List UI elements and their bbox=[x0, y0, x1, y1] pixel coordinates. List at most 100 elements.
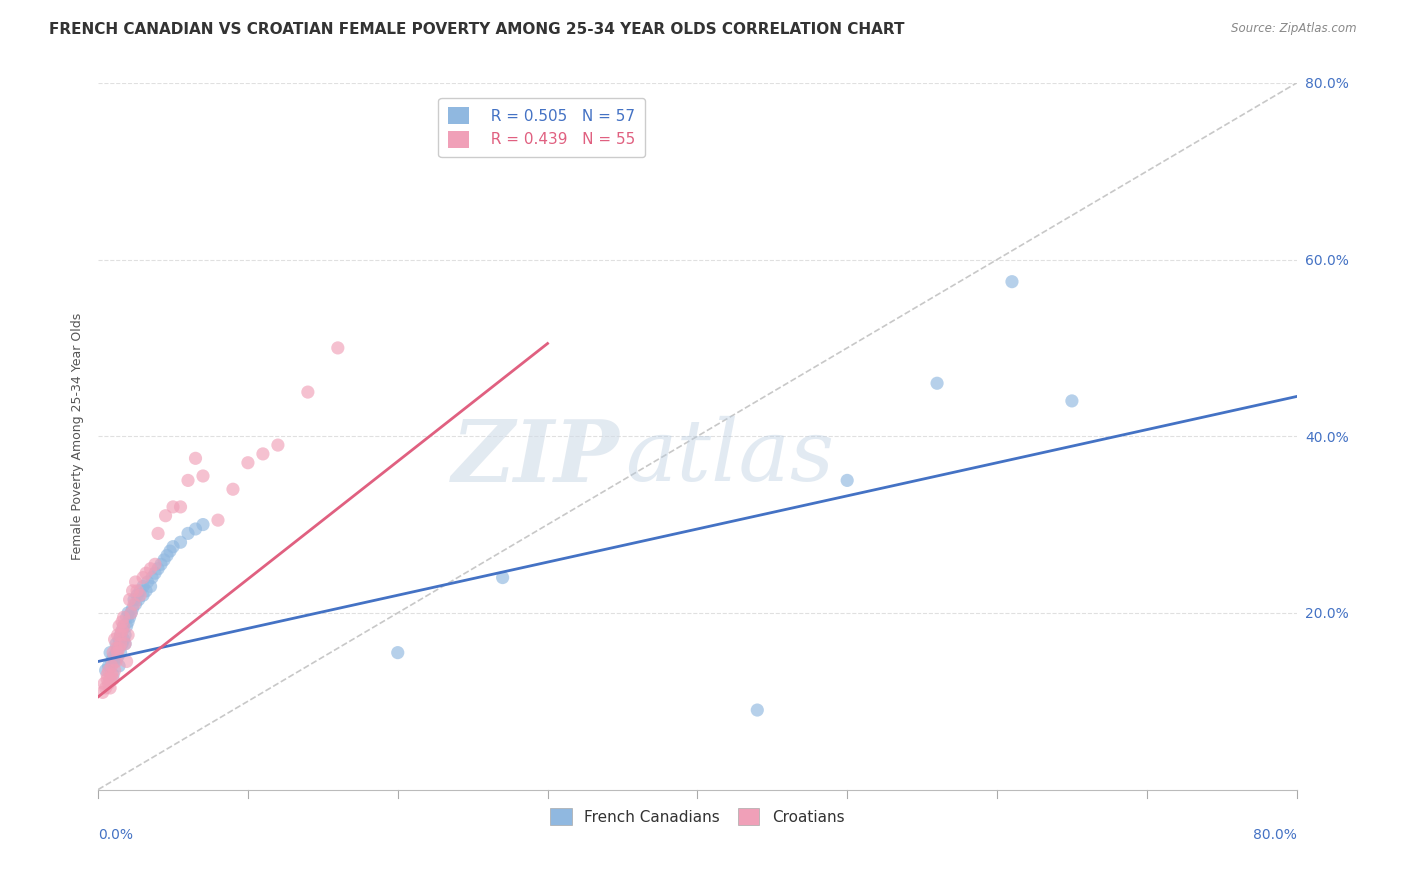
Point bbox=[117, 628, 139, 642]
Point bbox=[146, 562, 169, 576]
Point bbox=[98, 646, 121, 660]
Point bbox=[236, 456, 259, 470]
Point bbox=[177, 526, 200, 541]
Point bbox=[184, 451, 207, 466]
Point bbox=[118, 592, 141, 607]
Point bbox=[169, 535, 191, 549]
Point bbox=[122, 597, 145, 611]
Legend: French Canadians, Croatians: French Canadians, Croatians bbox=[544, 802, 851, 831]
Text: 0.0%: 0.0% bbox=[98, 829, 134, 842]
Point bbox=[107, 646, 129, 660]
Point bbox=[297, 385, 319, 400]
Point bbox=[115, 610, 138, 624]
Point bbox=[184, 522, 207, 536]
Point bbox=[162, 500, 184, 514]
Point bbox=[110, 637, 132, 651]
Point bbox=[387, 646, 409, 660]
Point bbox=[129, 588, 152, 602]
Point bbox=[104, 655, 127, 669]
Point bbox=[107, 650, 129, 665]
Point bbox=[107, 641, 129, 656]
Point bbox=[108, 632, 131, 647]
Point bbox=[110, 628, 132, 642]
Point bbox=[125, 583, 148, 598]
Point bbox=[925, 376, 948, 391]
Point bbox=[114, 637, 136, 651]
Point bbox=[111, 615, 134, 629]
Point bbox=[112, 619, 135, 633]
Point bbox=[129, 583, 152, 598]
Point bbox=[94, 663, 117, 677]
Point bbox=[146, 526, 169, 541]
Y-axis label: Female Poverty Among 25-34 Year Olds: Female Poverty Among 25-34 Year Olds bbox=[72, 312, 84, 560]
Point bbox=[100, 655, 122, 669]
Text: FRENCH CANADIAN VS CROATIAN FEMALE POVERTY AMONG 25-34 YEAR OLDS CORRELATION CHA: FRENCH CANADIAN VS CROATIAN FEMALE POVER… bbox=[49, 22, 904, 37]
Point bbox=[117, 606, 139, 620]
Point bbox=[100, 659, 122, 673]
Point bbox=[177, 474, 200, 488]
Point bbox=[169, 500, 191, 514]
Text: 80.0%: 80.0% bbox=[1253, 829, 1296, 842]
Point bbox=[135, 566, 157, 581]
Point bbox=[191, 469, 214, 483]
Point bbox=[120, 606, 142, 620]
Point bbox=[117, 615, 139, 629]
Point bbox=[111, 624, 134, 638]
Point bbox=[128, 592, 150, 607]
Point bbox=[101, 667, 124, 681]
Point bbox=[114, 637, 136, 651]
Point bbox=[1060, 393, 1083, 408]
Point bbox=[96, 667, 118, 681]
Point bbox=[118, 610, 141, 624]
Point bbox=[101, 672, 124, 686]
Point bbox=[100, 667, 122, 681]
Point bbox=[111, 637, 134, 651]
Point bbox=[150, 558, 173, 572]
Point bbox=[112, 619, 135, 633]
Point bbox=[104, 632, 127, 647]
Point bbox=[136, 574, 159, 589]
Point bbox=[141, 570, 163, 584]
Point bbox=[143, 566, 166, 581]
Point bbox=[101, 650, 124, 665]
Point bbox=[93, 676, 115, 690]
Point bbox=[107, 628, 129, 642]
Point bbox=[105, 646, 128, 660]
Point bbox=[155, 508, 177, 523]
Point bbox=[124, 574, 146, 589]
Point bbox=[132, 579, 155, 593]
Point bbox=[326, 341, 349, 355]
Point bbox=[105, 641, 128, 656]
Point bbox=[108, 641, 131, 656]
Point bbox=[153, 553, 176, 567]
Point bbox=[156, 549, 179, 563]
Point bbox=[143, 558, 166, 572]
Point bbox=[159, 544, 181, 558]
Point bbox=[222, 482, 245, 496]
Point bbox=[139, 579, 162, 593]
Point bbox=[1001, 275, 1024, 289]
Point bbox=[110, 646, 132, 660]
Point bbox=[108, 659, 131, 673]
Point bbox=[105, 655, 128, 669]
Point bbox=[252, 447, 274, 461]
Point bbox=[162, 540, 184, 554]
Point bbox=[747, 703, 769, 717]
Point bbox=[111, 624, 134, 638]
Point bbox=[124, 597, 146, 611]
Point bbox=[97, 659, 120, 673]
Point bbox=[112, 632, 135, 647]
Point bbox=[96, 672, 118, 686]
Point bbox=[98, 681, 121, 695]
Point bbox=[121, 601, 143, 615]
Point bbox=[120, 606, 142, 620]
Point bbox=[108, 619, 131, 633]
Text: atlas: atlas bbox=[626, 416, 835, 499]
Point bbox=[105, 637, 128, 651]
Point bbox=[101, 646, 124, 660]
Point bbox=[122, 592, 145, 607]
Point bbox=[115, 655, 138, 669]
Point bbox=[91, 685, 114, 699]
Point bbox=[191, 517, 214, 532]
Point bbox=[97, 676, 120, 690]
